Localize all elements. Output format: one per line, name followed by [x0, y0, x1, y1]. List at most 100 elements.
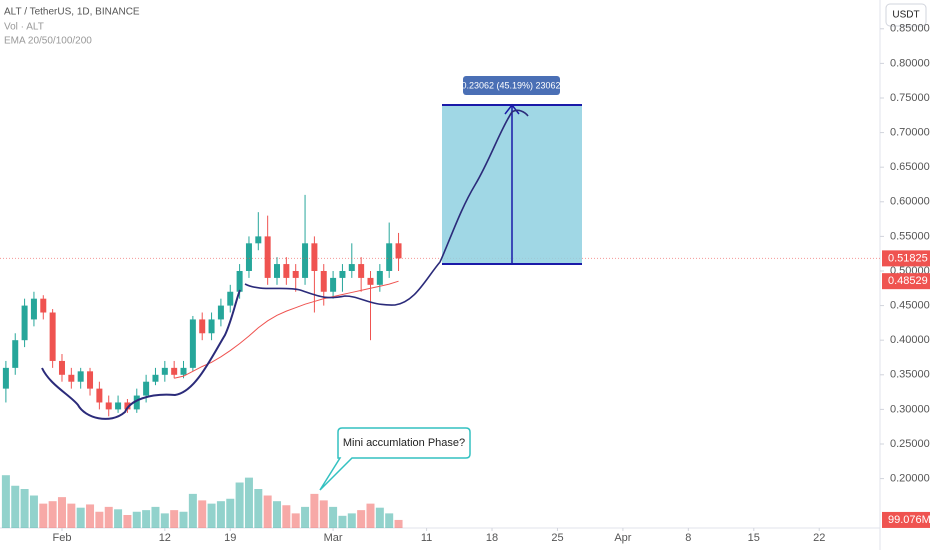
candle-body: [367, 277, 374, 285]
candle-body: [180, 367, 187, 375]
y-tick-label: 0.20000: [890, 472, 930, 484]
marks: [0, 194, 880, 528]
volume-bar: [301, 506, 310, 528]
candle-body: [124, 402, 131, 410]
volume-bar: [235, 482, 244, 528]
volume-bar: [226, 498, 235, 528]
x-tick-label: 22: [813, 532, 825, 544]
volume-bar: [357, 510, 366, 528]
currency-button[interactable]: [885, 3, 927, 27]
candle-body: [49, 312, 56, 361]
x-tick-label: 12: [159, 532, 171, 544]
measure-label: 0.23062 (45.19%) 23062: [461, 80, 560, 90]
volume-bar: [310, 493, 319, 528]
x-tick-label: 19: [224, 532, 236, 544]
volume-bar: [151, 506, 160, 528]
callout-bubble: [319, 427, 471, 491]
volume-bar: [95, 511, 104, 528]
candle-body: [245, 243, 252, 271]
chart-title: ALT / TetherUS, 1D, BINANCE: [4, 7, 140, 18]
candle-body: [152, 374, 159, 382]
volume-bar: [188, 493, 197, 528]
x-tick-label: Feb: [52, 532, 71, 544]
x-tick-label: 25: [551, 532, 563, 544]
candle-body: [115, 402, 122, 410]
candle-body: [330, 277, 337, 292]
volume-bar: [263, 495, 272, 528]
candle-body: [208, 319, 215, 334]
price-tag-label: 0.48529: [888, 275, 928, 287]
candle-body: [87, 371, 94, 389]
volume-bar: [394, 519, 403, 528]
candle-body: [189, 319, 196, 368]
volume-bar: [291, 513, 300, 528]
candle-body: [105, 402, 112, 410]
drawing-curve: [41, 289, 241, 420]
volume-bar: [114, 509, 123, 528]
x-tick-label: 18: [486, 532, 498, 544]
volume-bar: [20, 489, 29, 528]
volume-bar: [86, 504, 95, 528]
y-tick-label: 0.40000: [890, 334, 930, 346]
volume-bar: [216, 501, 225, 528]
y-tick-label: 0.85000: [890, 23, 930, 35]
y-tick-label: 0.45000: [890, 299, 930, 311]
candle-body: [161, 367, 168, 375]
candle-body: [30, 298, 37, 320]
price-tag: [882, 511, 930, 528]
candle-body: [358, 264, 365, 278]
price-tag-label: 99.076M: [888, 514, 931, 526]
x-tick-label: Mar: [324, 532, 343, 544]
candle-body: [236, 270, 243, 292]
y-tick-label: 0.80000: [890, 57, 930, 69]
candle-body: [274, 264, 281, 278]
y-tick-label: 0.60000: [890, 196, 930, 208]
volume-bar: [244, 477, 253, 528]
volume-bar: [273, 501, 282, 528]
candle-body: [311, 243, 318, 271]
measure-label-bg: [463, 76, 560, 95]
volume-bar: [48, 501, 57, 528]
volume-bar: [198, 500, 207, 528]
volume-bar: [207, 503, 216, 528]
volume-bar: [142, 510, 151, 528]
candle-body: [292, 270, 299, 278]
candle-body: [171, 367, 178, 375]
price-tag-label: 0.51825: [888, 252, 928, 264]
volume-bar: [57, 497, 66, 528]
y-tick-label: 0.70000: [890, 126, 930, 138]
candle-body: [12, 340, 19, 368]
x-tick-label: 11: [421, 532, 432, 544]
volume-bar: [11, 485, 20, 528]
y-tick-label: 0.75000: [890, 92, 930, 104]
currency-label[interactable]: USDT: [892, 10, 919, 21]
volume-bar: [104, 506, 113, 528]
candle-body: [96, 388, 103, 403]
x-tick-label: 8: [685, 532, 691, 544]
candle-body: [68, 374, 75, 382]
volume-bar: [282, 505, 291, 528]
ema-line: [174, 280, 399, 379]
volume-bar: [39, 503, 48, 528]
candle-body: [77, 371, 84, 382]
y-tick-label: 0.55000: [890, 230, 930, 242]
volume-bar: [366, 503, 375, 528]
price-tag: [882, 273, 930, 290]
candle-body: [339, 270, 346, 278]
volume-bar: [76, 507, 85, 528]
volume-bar: [347, 513, 356, 528]
volume-bar: [160, 513, 169, 528]
x-tick-label: Apr: [614, 532, 631, 544]
drawing-curve: [244, 109, 529, 306]
y-tick-label: 0.30000: [890, 403, 930, 415]
indicator-label: EMA 20/50/100/200: [4, 36, 92, 47]
candle-body: [40, 298, 47, 313]
candle-body: [386, 243, 393, 271]
volume-bar: [329, 506, 338, 528]
volume-bar: [1, 475, 10, 528]
candle-body: [348, 264, 355, 271]
candle-body: [255, 236, 262, 244]
y-tick-label: 0.35000: [890, 369, 930, 381]
volume-bar: [254, 489, 263, 528]
